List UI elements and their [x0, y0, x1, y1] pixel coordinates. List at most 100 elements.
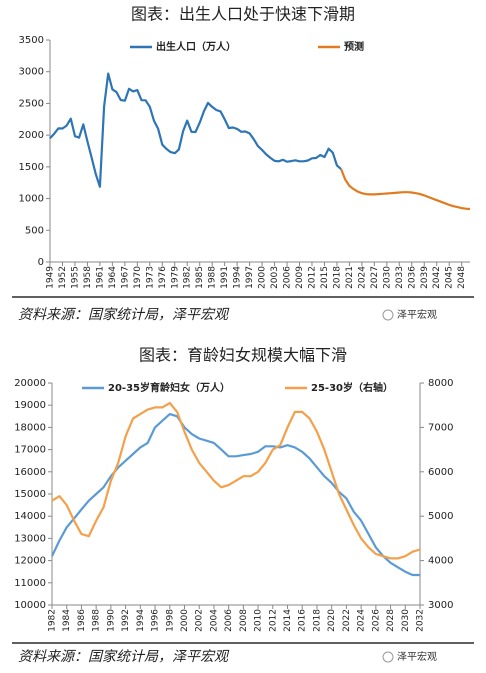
x-tick-label: 2012	[268, 609, 278, 632]
x-tick-label: 1973	[145, 266, 155, 289]
x-tick-label: 2039	[420, 266, 430, 289]
x-tick-label: 1984	[62, 609, 72, 632]
y-tick-label: 10000	[14, 600, 46, 611]
x-tick-label: 1970	[133, 266, 143, 289]
x-tick-label: 2018	[332, 266, 342, 289]
x-tick-label: 2042	[432, 266, 442, 289]
source-note: 资料来源：国家统计局，泽平宏观	[18, 649, 230, 665]
y-tick-label: 2500	[19, 98, 44, 109]
x-tick-label: 1961	[95, 266, 105, 289]
x-tick-label: 1990	[106, 609, 116, 632]
x-tick-label: 2045	[445, 266, 455, 289]
y2-tick-label: 6000	[428, 467, 453, 478]
y2-tick-label: 5000	[428, 511, 453, 522]
x-tick-label: 1994	[136, 609, 146, 632]
x-tick-label: 1996	[151, 609, 161, 632]
x-tick-label: 1988	[92, 609, 102, 632]
x-tick-label: 1979	[170, 266, 180, 289]
x-tick-label: 1991	[220, 266, 230, 289]
x-tick-label: 2002	[195, 609, 205, 632]
watermark: 泽平宏观	[397, 308, 437, 321]
x-tick-label: 2032	[416, 609, 426, 632]
x-tick-label: 1964	[108, 266, 118, 289]
watermark: 泽平宏观	[397, 650, 437, 663]
source-note: 资料来源：国家统计局，泽平宏观	[18, 307, 230, 323]
x-tick-label: 1976	[158, 266, 168, 289]
x-tick-label: 1955	[70, 266, 80, 289]
y-tick-label: 1500	[19, 162, 44, 173]
y-tick-label: 2000	[19, 130, 44, 141]
x-tick-label: 2030	[401, 609, 411, 632]
y2-tick-label: 7000	[428, 422, 453, 433]
x-tick-label: 2000	[180, 609, 190, 632]
x-tick-label: 2021	[345, 266, 355, 289]
y2-tick-label: 3000	[428, 600, 453, 611]
chart-title: 图表：出生人口处于快速下滑期	[131, 5, 355, 24]
x-tick-label: 2033	[395, 266, 405, 289]
x-tick-label: 2022	[342, 609, 352, 632]
y2-tick-label: 4000	[428, 556, 453, 567]
x-tick-label: 2006	[283, 266, 293, 289]
y-tick-label: 13000	[14, 533, 46, 544]
x-tick-label: 2048	[457, 266, 467, 289]
x-tick-label: 2012	[307, 266, 317, 289]
chart-title: 图表：育龄妇女规模大幅下滑	[139, 346, 347, 365]
x-tick-label: 2036	[407, 266, 417, 289]
y-tick-label: 18000	[14, 422, 46, 433]
x-tick-label: 1982	[48, 609, 58, 632]
x-tick-label: 1985	[195, 266, 205, 289]
x-tick-label: 1992	[121, 609, 131, 632]
x-tick-label: 2008	[239, 609, 249, 632]
x-tick-label: 2004	[209, 609, 219, 632]
x-tick-label: 1994	[233, 266, 243, 289]
series-line	[49, 72, 342, 188]
watermark-icon	[382, 309, 394, 321]
x-tick-label: 2027	[370, 266, 380, 289]
legend-label: 预测	[344, 40, 364, 53]
series-line	[51, 401, 421, 560]
y-tick-label: 3000	[19, 67, 44, 78]
y-tick-label: 15000	[14, 489, 46, 500]
x-tick-label: 2014	[283, 609, 293, 632]
x-tick-label: 1997	[245, 266, 255, 289]
x-tick-label: 2000	[258, 266, 268, 289]
y-tick-label: 12000	[14, 556, 46, 567]
y-tick-label: 3500	[19, 35, 44, 46]
x-tick-label: 2010	[254, 609, 264, 632]
watermark-icon	[382, 651, 394, 663]
x-tick-label: 1952	[58, 266, 68, 289]
y-tick-label: 16000	[14, 467, 46, 478]
x-tick-label: 2024	[357, 609, 367, 632]
x-tick-label: 2003	[270, 266, 280, 289]
x-tick-label: 2024	[357, 266, 367, 289]
y-tick-label: 17000	[14, 445, 46, 456]
y-tick-label: 14000	[14, 511, 46, 522]
x-tick-label: 1982	[183, 266, 193, 289]
x-tick-label: 2009	[295, 266, 305, 289]
x-tick-label: 2006	[224, 609, 234, 632]
y-tick-label: 500	[25, 225, 44, 236]
y-tick-label: 11000	[14, 578, 46, 589]
y-tick-label: 0	[38, 257, 44, 268]
x-tick-label: 2026	[371, 609, 381, 632]
x-tick-label: 2018	[312, 609, 322, 632]
x-tick-label: 1949	[46, 266, 56, 289]
y-tick-label: 1000	[19, 194, 44, 205]
x-tick-label: 2028	[386, 609, 396, 632]
series-line	[340, 168, 471, 211]
legend-label: 25-30岁（右轴）	[311, 381, 393, 394]
y2-tick-label: 8000	[428, 378, 453, 389]
x-tick-label: 1988	[208, 266, 218, 289]
x-tick-label: 1986	[77, 609, 87, 632]
x-tick-label: 1967	[120, 266, 130, 289]
x-tick-label: 2015	[320, 266, 330, 289]
x-tick-label: 2016	[298, 609, 308, 632]
x-tick-label: 1958	[83, 266, 93, 289]
y-tick-label: 19000	[14, 400, 46, 411]
legend-label: 出生人口（万人）	[156, 40, 236, 53]
x-tick-label: 2030	[382, 266, 392, 289]
legend-label: 20-35岁育龄妇女（万人）	[108, 381, 230, 394]
x-tick-label: 2020	[327, 609, 337, 632]
